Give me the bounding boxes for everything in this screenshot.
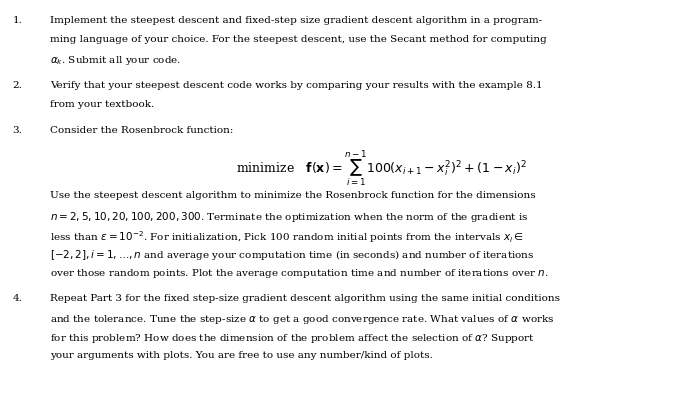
Text: less than $\epsilon = 10^{-2}$. For initialization, Pick 100 random initial poin: less than $\epsilon = 10^{-2}$. For init… [50,229,524,245]
Text: Consider the Rosenbrock function:: Consider the Rosenbrock function: [50,126,233,135]
Text: $n = 2, 5, 10, 20, 100, 200, 300$. Terminate the optimization when the norm of t: $n = 2, 5, 10, 20, 100, 200, 300$. Termi… [50,210,529,224]
Text: Implement the steepest descent and fixed-step size gradient descent algorithm in: Implement the steepest descent and fixed… [50,16,542,25]
Text: over those random points. Plot the average computation time and number of iterat: over those random points. Plot the avera… [50,267,548,280]
Text: for this problem? How does the dimension of the problem affect the selection of : for this problem? How does the dimension… [50,332,535,345]
Text: Use the steepest descent algorithm to minimize the Rosenbrock function for the d: Use the steepest descent algorithm to mi… [50,191,536,200]
Text: $\alpha_k$. Submit all your code.: $\alpha_k$. Submit all your code. [50,54,181,67]
Text: minimize   $\mathbf{f}(\mathbf{x}) = \sum_{i=1}^{n-1} 100(x_{i+1} - x_i^2)^2 + (: minimize $\mathbf{f}(\mathbf{x}) = \sum_… [236,149,527,189]
Text: 3.: 3. [12,126,22,135]
Text: $[-2, 2], i = 1, \ldots, n$ and average your computation time (in seconds) and n: $[-2, 2], i = 1, \ldots, n$ and average … [50,248,534,262]
Text: Repeat Part 3 for the fixed step-size gradient descent algorithm using the same : Repeat Part 3 for the fixed step-size gr… [50,294,560,303]
Text: your arguments with plots. You are free to use any number/kind of plots.: your arguments with plots. You are free … [50,351,433,360]
Text: from your textbook.: from your textbook. [50,100,154,109]
Text: 2.: 2. [12,81,22,90]
Text: and the tolerance. Tune the step-size $\alpha$ to get a good convergence rate. W: and the tolerance. Tune the step-size $\… [50,313,555,326]
Text: 1.: 1. [12,16,22,25]
Text: 4.: 4. [12,294,22,303]
Text: Verify that your steepest descent code works by comparing your results with the : Verify that your steepest descent code w… [50,81,543,90]
Text: ming language of your choice. For the steepest descent, use the Secant method fo: ming language of your choice. For the st… [50,35,547,44]
